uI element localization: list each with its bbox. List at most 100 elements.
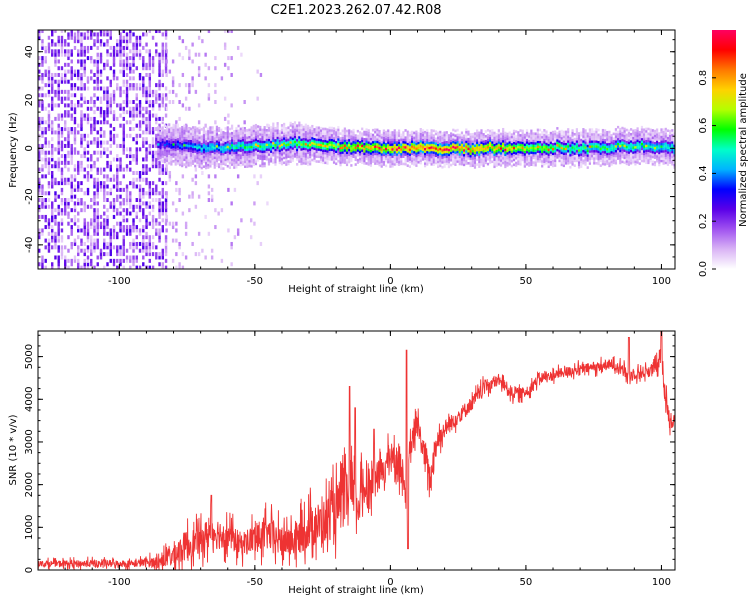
spectrogram-cell — [44, 245, 47, 250]
spectrogram-cell — [158, 123, 161, 128]
spectrogram-cell — [326, 157, 329, 160]
spectrogram-cell — [129, 231, 132, 236]
spectrogram-cell — [194, 126, 197, 129]
spectrogram-cell — [580, 165, 583, 168]
spectrogram-cell — [456, 145, 459, 149]
spectrogram-cell — [528, 147, 531, 150]
spectrogram-cell — [155, 221, 158, 226]
spectrogram-cell — [458, 145, 461, 149]
spectrogram-cell — [376, 131, 379, 134]
spectrogram-cell — [430, 155, 433, 159]
spectrogram-cell — [155, 157, 158, 162]
spectrogram-cell — [517, 138, 520, 142]
spectrogram-cell — [70, 93, 73, 98]
spectrogram-cell — [404, 155, 407, 159]
spectrogram-cell — [469, 162, 472, 165]
spectrogram-cell — [248, 135, 251, 139]
spectrogram-cell — [523, 136, 526, 139]
spectrogram-cell — [129, 147, 132, 152]
spectrogram-cell — [224, 151, 227, 154]
spectrogram-cell — [586, 156, 589, 160]
spectrogram-cell — [112, 113, 116, 118]
spectrogram-cell — [621, 143, 624, 147]
spectrogram-cell — [608, 159, 611, 163]
spectrogram-cell — [458, 138, 461, 142]
spectrogram-cell — [406, 140, 409, 143]
spectrogram-cell — [547, 143, 550, 147]
spectrogram-cell — [523, 155, 526, 159]
spectrogram-cell — [471, 157, 474, 160]
spectrogram-cell — [588, 157, 592, 160]
spectrogram-cell — [132, 56, 135, 61]
spectrogram-cell — [168, 100, 172, 105]
spectrogram-cell — [96, 79, 99, 84]
spectrogram-cell — [510, 155, 513, 158]
spectrogram-cell — [194, 159, 197, 163]
spectrogram-cell — [560, 153, 563, 157]
spectrogram-cell — [246, 162, 249, 166]
spectrogram-cell — [562, 142, 565, 146]
spectrogram-cell — [252, 139, 255, 142]
spectrogram-cell — [200, 161, 203, 165]
spectrogram-cell — [57, 123, 60, 128]
spectrogram-cell — [106, 30, 109, 34]
spectrogram-cell — [608, 133, 611, 136]
spectrogram-cell — [528, 152, 531, 155]
spectrogram-cell — [233, 144, 236, 148]
spectrogram-cell — [178, 265, 181, 269]
spectrogram-cell — [530, 153, 533, 157]
spectrogram-cell — [463, 134, 466, 138]
spectrogram-cell — [215, 157, 219, 160]
spectrogram-cell — [439, 147, 442, 151]
spectrogram-cell — [57, 167, 60, 172]
spectrogram-cell — [437, 141, 440, 144]
spectrogram-cell — [423, 159, 427, 163]
spectrogram-cell — [339, 141, 342, 145]
spectrogram-cell — [280, 138, 284, 142]
spectrogram-cell — [77, 187, 80, 192]
spectrogram-cell — [135, 245, 138, 250]
spectrogram-cell — [204, 159, 208, 163]
spectrogram-cell — [350, 142, 353, 146]
spectrogram-cell — [125, 201, 129, 206]
spectrogram-cell — [194, 147, 197, 151]
spectrogram-cell — [86, 262, 90, 267]
spectrogram-cell — [151, 164, 155, 169]
spectrogram-cell — [47, 83, 51, 88]
spectrogram-cell — [159, 127, 162, 131]
spectrogram-cell — [198, 162, 201, 166]
spectrogram-cell — [217, 143, 221, 147]
spectrogram-cell — [155, 164, 158, 169]
spectrogram-cell — [64, 49, 67, 54]
spectrogram-cell — [261, 148, 264, 151]
spectrogram-cell — [148, 211, 151, 216]
spectrogram-cell — [38, 150, 41, 155]
spectrogram-cell — [122, 116, 125, 121]
spectrogram-cell — [482, 162, 485, 165]
spectrogram-cell — [103, 218, 106, 223]
spectrogram-cell — [393, 160, 396, 164]
spectrogram-cell — [575, 135, 578, 139]
spectrogram-cell — [67, 69, 70, 74]
spectrogram-cell — [463, 156, 466, 159]
spectrogram-cell — [181, 130, 184, 134]
spectrogram-cell — [332, 127, 336, 130]
spectrogram-cell — [437, 150, 440, 154]
spectrogram-cell — [508, 146, 511, 149]
spectrogram-cell — [283, 144, 286, 148]
spectrogram-cell — [93, 110, 96, 115]
spectrogram-cell — [469, 140, 472, 143]
spectrogram-cell — [525, 158, 529, 161]
spectrogram-cell — [402, 155, 405, 158]
spectrogram-cell — [473, 144, 477, 147]
spectrogram-cell — [51, 106, 54, 111]
spectrogram-cell — [135, 211, 138, 216]
spectrogram-cell — [397, 141, 401, 145]
spectrogram-cell — [304, 152, 307, 156]
spectrogram-cell — [324, 159, 327, 162]
spectrogram-cell — [621, 141, 624, 144]
spectrogram-cell — [532, 137, 535, 140]
spectrogram-cell — [99, 100, 103, 105]
spectrogram-cell — [289, 129, 292, 132]
spectrogram-cell — [106, 59, 109, 64]
